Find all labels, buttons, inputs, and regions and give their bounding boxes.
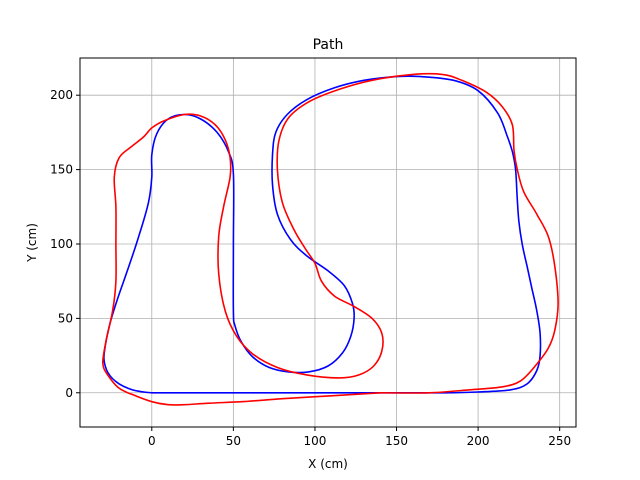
y-tick-label: 100: [50, 237, 73, 251]
y-axis-label: Y (cm): [25, 223, 39, 263]
x-tick-label: 150: [385, 434, 408, 448]
y-tick-label: 50: [58, 311, 73, 325]
x-axis-label: X (cm): [308, 457, 348, 471]
y-tick-label: 150: [50, 163, 73, 177]
axes-frame: [79, 57, 577, 428]
series-line-2: [101, 72, 559, 406]
chart-title: Path: [313, 37, 344, 53]
x-tick-label: 100: [303, 434, 326, 448]
x-tick-label: 50: [226, 434, 241, 448]
y-tick-label: 0: [65, 386, 73, 400]
x-tick-label: 0: [148, 434, 156, 448]
x-tick-label: 250: [548, 434, 571, 448]
x-tick-label: 200: [467, 434, 490, 448]
series-line-1: [103, 75, 542, 394]
tick-marks: [76, 94, 561, 431]
y-tick-label: 200: [50, 88, 73, 102]
series-group: [101, 72, 559, 406]
